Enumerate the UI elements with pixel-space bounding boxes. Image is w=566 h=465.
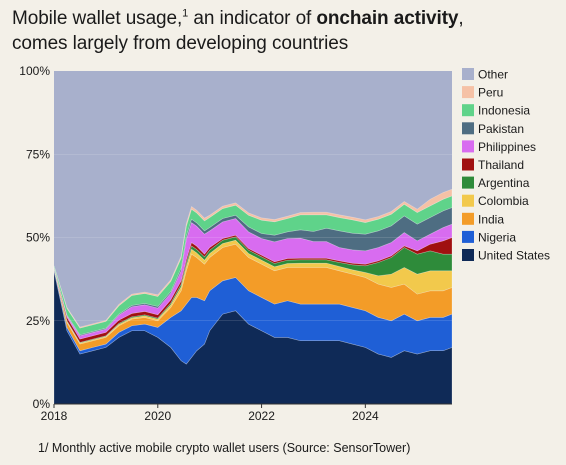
legend-swatch-thailand bbox=[462, 158, 474, 171]
legend-swatch-pakistan bbox=[462, 122, 474, 135]
area-nigeria bbox=[53, 269, 453, 365]
x-tick-label: 2024 bbox=[352, 409, 379, 423]
legend-label-colombia: Colombia bbox=[478, 194, 529, 208]
area-indonesia bbox=[53, 195, 453, 336]
chart-title: Mobile wallet usage,1 an indicator of on… bbox=[12, 7, 464, 54]
legend-swatch-united-states bbox=[462, 249, 474, 261]
legend-label-peru: Peru bbox=[478, 86, 503, 100]
legend-swatch-peru bbox=[462, 86, 474, 99]
stacked-area-chart: 0% 25% 50% 75% 100% 2018 2020 2022 2024 Other Peru… bbox=[19, 64, 550, 423]
x-tick-label: 2022 bbox=[248, 409, 275, 423]
area-peru bbox=[53, 188, 453, 329]
legend-swatch-colombia bbox=[462, 194, 474, 207]
legend-swatch-india bbox=[462, 212, 474, 225]
legend-label-india: India bbox=[478, 212, 504, 226]
legend-label-nigeria: Nigeria bbox=[478, 230, 516, 244]
legend-label-philippines: Philippines bbox=[478, 140, 536, 154]
legend-swatch-argentina bbox=[462, 176, 474, 189]
legend-label-united-states: United States bbox=[478, 249, 550, 263]
area-colombia bbox=[53, 239, 453, 345]
legend-label-other: Other bbox=[478, 68, 508, 82]
legend-label-argentina: Argentina bbox=[478, 176, 530, 190]
legend-label-indonesia: Indonesia bbox=[478, 104, 530, 118]
y-tick-label: 100% bbox=[19, 64, 50, 78]
y-tick-label: 75% bbox=[26, 147, 50, 161]
x-tick-label: 2018 bbox=[41, 409, 68, 423]
area-philippines bbox=[53, 218, 453, 340]
footnote: 1/ Monthly active mobile crypto wallet u… bbox=[38, 441, 411, 455]
legend-swatch-other bbox=[462, 68, 474, 80]
area-pakistan bbox=[53, 207, 453, 337]
legend-label-pakistan: Pakistan bbox=[478, 122, 524, 136]
area-thailand bbox=[53, 234, 453, 343]
area-india bbox=[53, 243, 453, 352]
legend-label-thailand: Thailand bbox=[478, 158, 524, 172]
legend-swatch-indonesia bbox=[462, 104, 474, 117]
legend-swatch-nigeria bbox=[462, 230, 474, 243]
legend-swatch-philippines bbox=[462, 140, 474, 153]
x-tick-label: 2020 bbox=[144, 409, 171, 423]
y-tick-label: 50% bbox=[26, 231, 50, 245]
y-tick-label: 25% bbox=[26, 314, 50, 328]
y-tick-label: 0% bbox=[33, 397, 51, 411]
area-argentina bbox=[53, 236, 453, 344]
